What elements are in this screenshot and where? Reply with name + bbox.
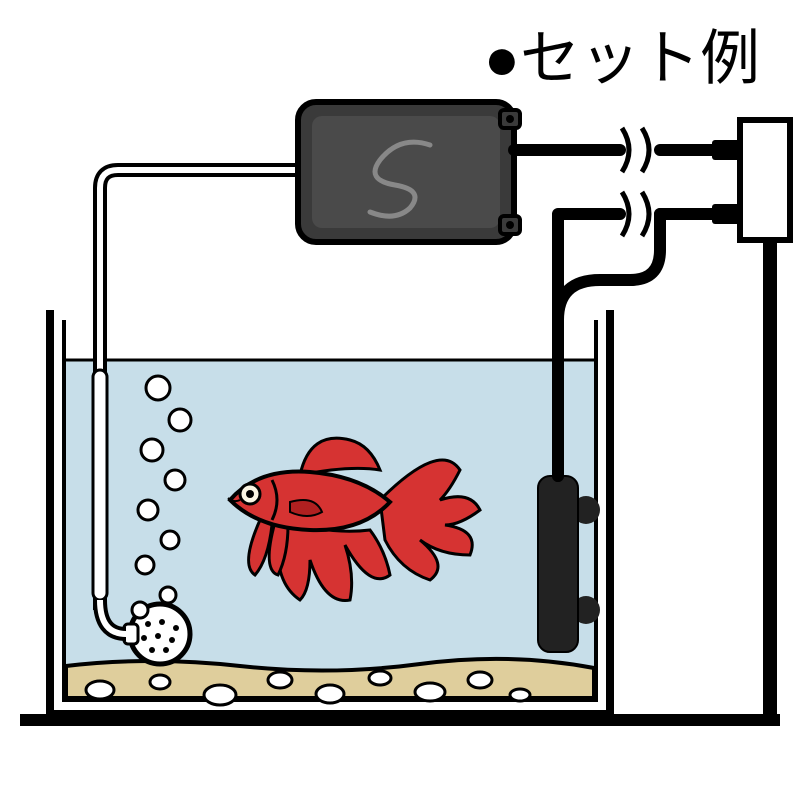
air-pump: [298, 102, 520, 242]
wall-outlet: [740, 120, 790, 240]
setup-diagram: [0, 0, 800, 800]
pump-cable: [514, 128, 742, 172]
